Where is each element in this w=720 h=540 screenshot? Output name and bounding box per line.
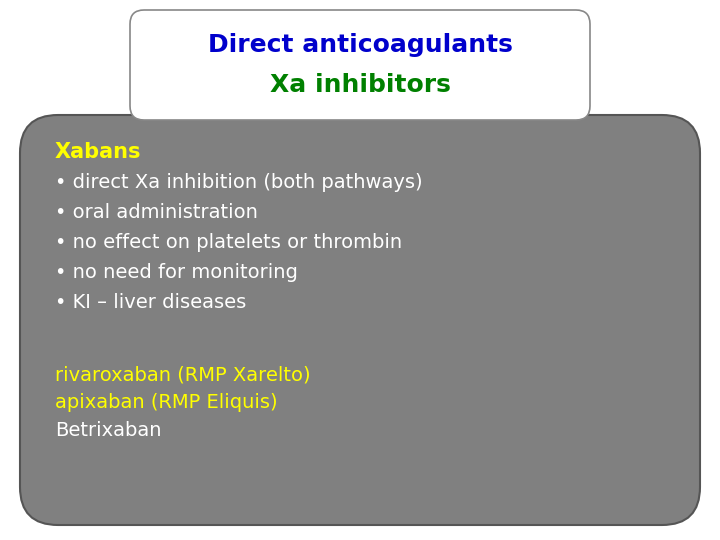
Text: • no effect on platelets or thrombin: • no effect on platelets or thrombin bbox=[55, 233, 402, 252]
FancyBboxPatch shape bbox=[20, 115, 700, 525]
Text: Betrixaban: Betrixaban bbox=[55, 422, 161, 441]
Text: Xa inhibitors: Xa inhibitors bbox=[269, 73, 451, 97]
Text: Direct anticoagulants: Direct anticoagulants bbox=[207, 33, 513, 57]
Text: apixaban (RMP Eliquis): apixaban (RMP Eliquis) bbox=[55, 394, 278, 413]
Text: • no need for monitoring: • no need for monitoring bbox=[55, 262, 298, 281]
Text: rivaroxaban (RMP Xarelto): rivaroxaban (RMP Xarelto) bbox=[55, 366, 310, 384]
Text: • KI – liver diseases: • KI – liver diseases bbox=[55, 293, 246, 312]
Text: • oral administration: • oral administration bbox=[55, 202, 258, 221]
Text: • direct Xa inhibition (both pathways): • direct Xa inhibition (both pathways) bbox=[55, 172, 423, 192]
FancyBboxPatch shape bbox=[130, 10, 590, 120]
Text: Xabans: Xabans bbox=[55, 142, 142, 162]
